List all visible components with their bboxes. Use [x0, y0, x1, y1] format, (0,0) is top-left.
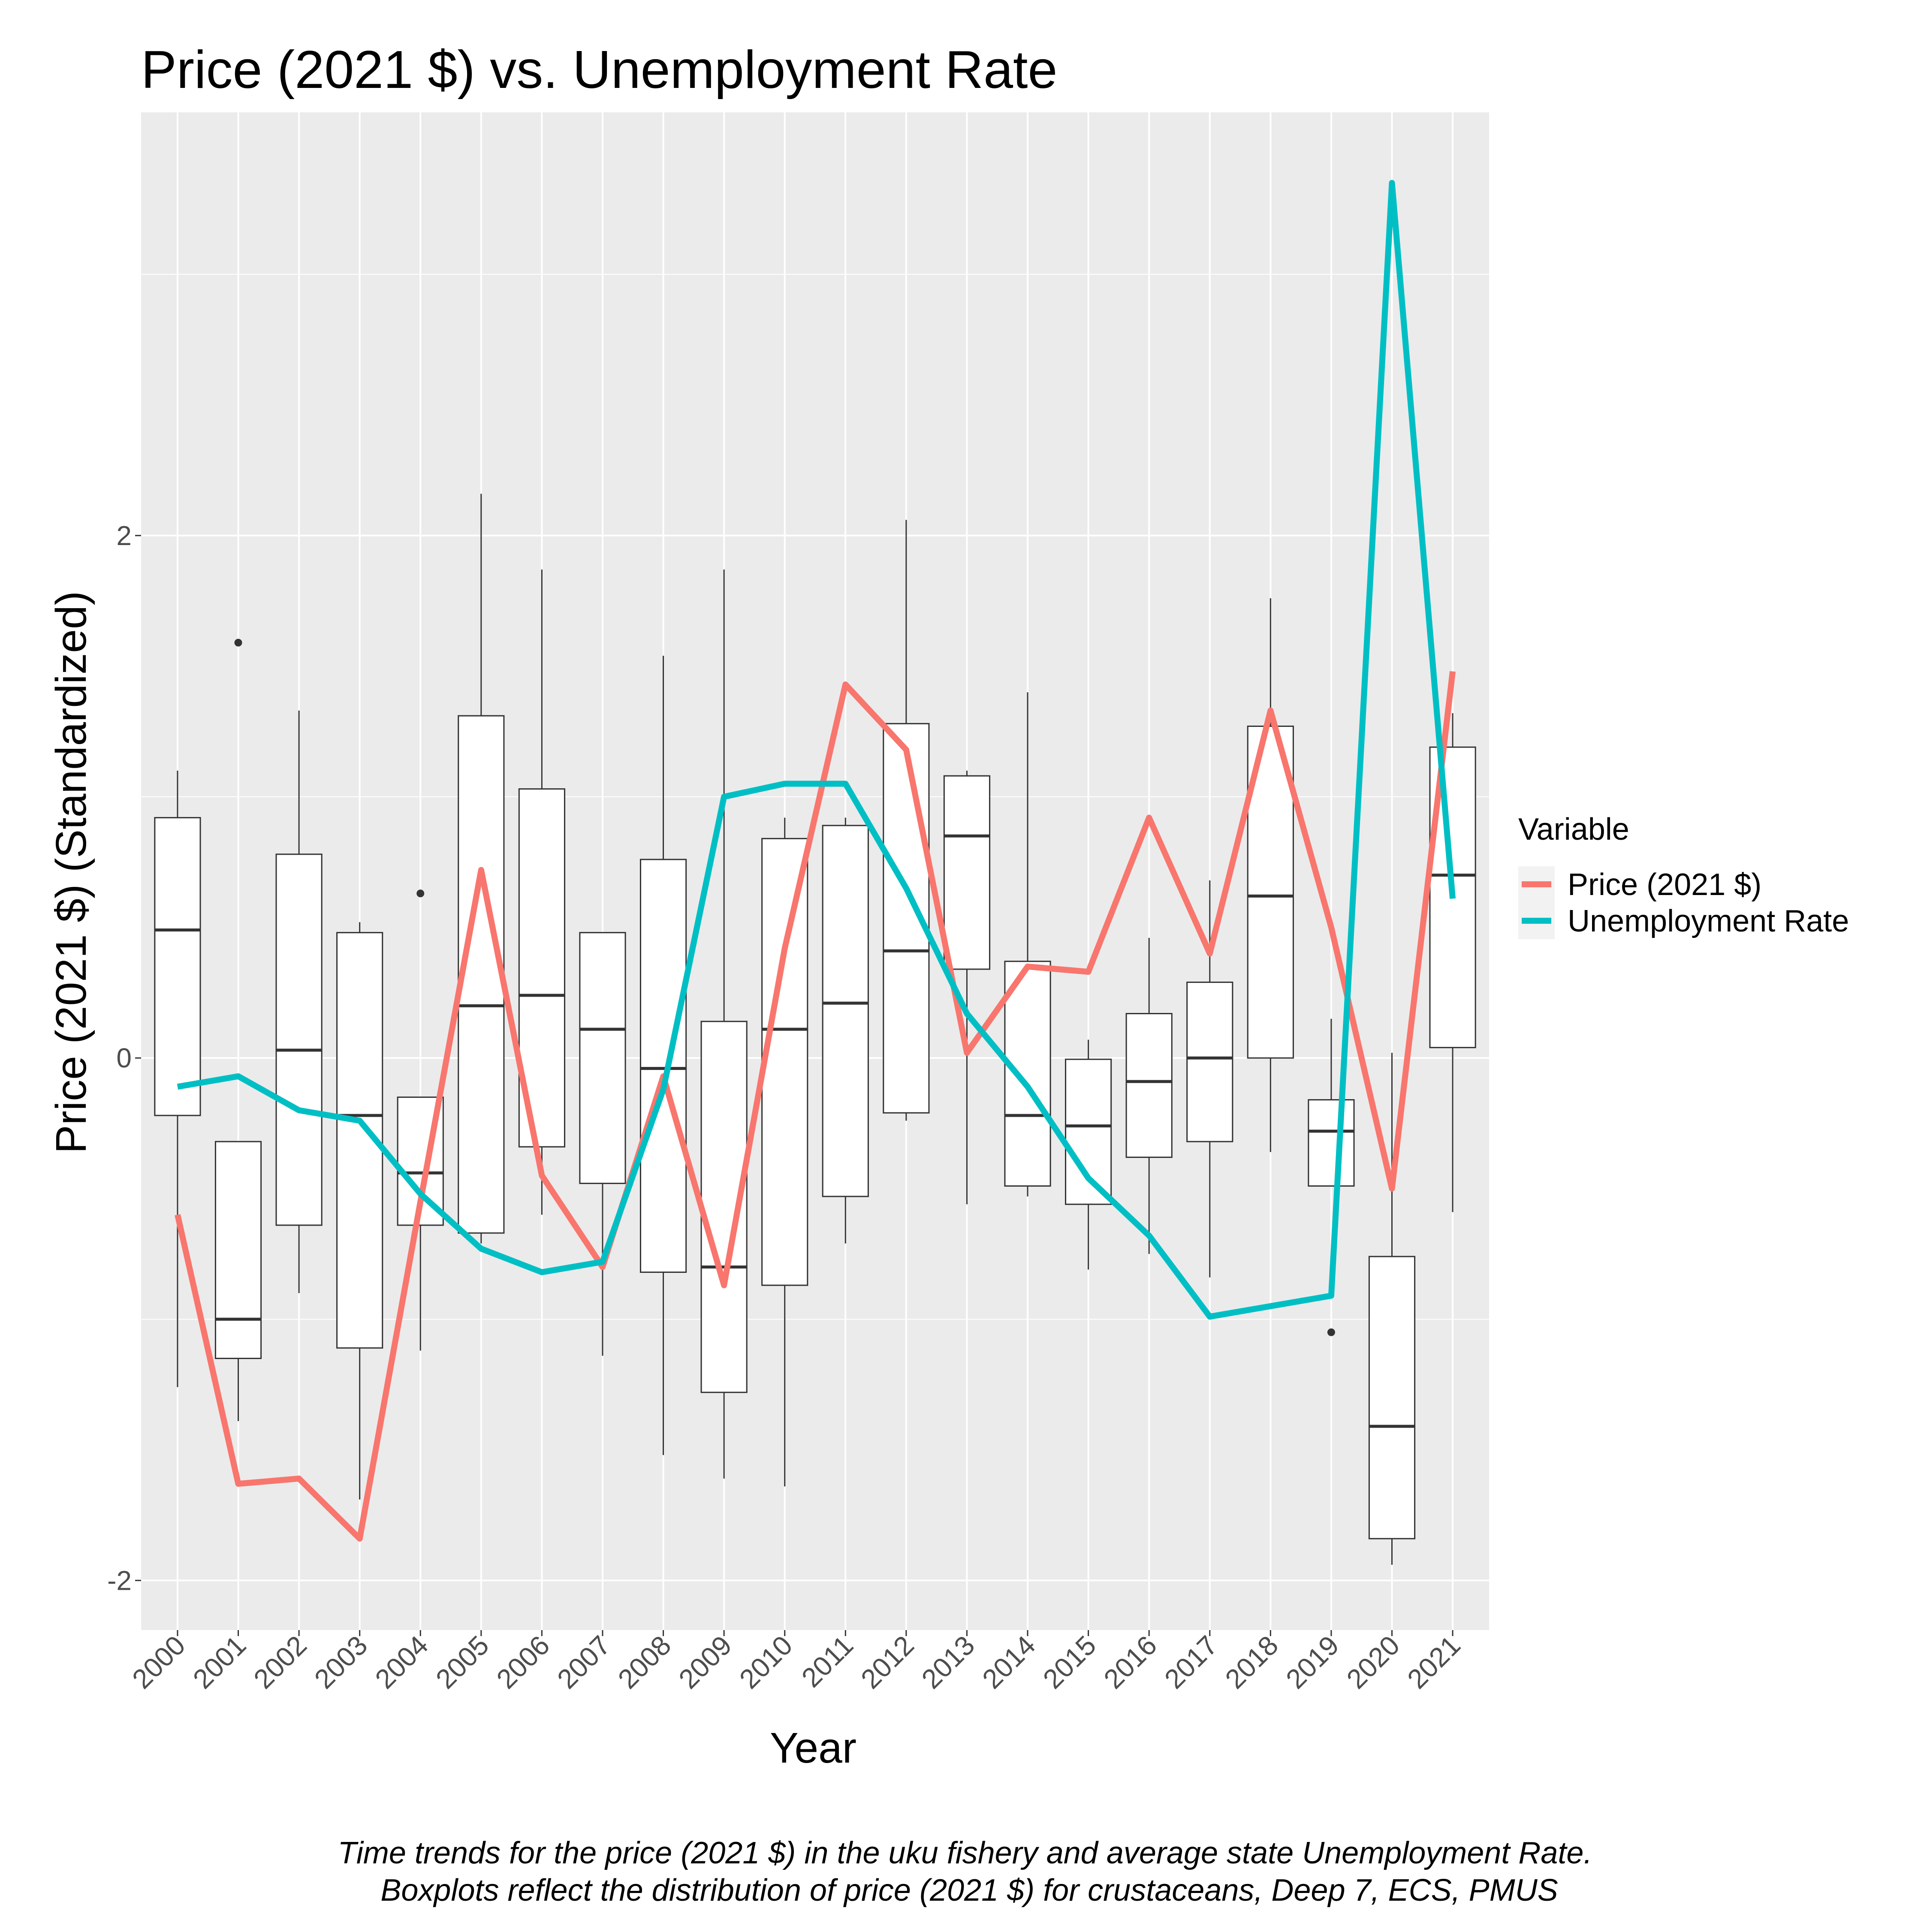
boxplot [214, 639, 262, 1421]
y-tick-label: 0 [116, 1043, 132, 1073]
box [154, 817, 201, 1116]
box [639, 859, 687, 1273]
boxplot [761, 817, 808, 1486]
boxplot [822, 817, 869, 1244]
line [175, 671, 1456, 1542]
boxplot [1004, 692, 1051, 1197]
box [1186, 981, 1233, 1142]
y-axis-title: Price (2021 $) (Standardized) [47, 591, 95, 1154]
boxplot [1368, 1052, 1416, 1565]
outlier [416, 889, 425, 898]
box [1368, 1256, 1416, 1540]
box [579, 932, 626, 1184]
boxplot [943, 770, 991, 1205]
boxplot [1186, 880, 1233, 1278]
chart-title: Price (2021 $) vs. Unemployment Rate [141, 40, 1057, 99]
boxplot [1125, 937, 1173, 1254]
box [275, 853, 323, 1226]
box [1308, 1099, 1355, 1187]
y-tick-label: -2 [107, 1565, 132, 1596]
boxplot [154, 770, 201, 1387]
box [1125, 1013, 1173, 1158]
box [822, 825, 869, 1197]
caption: Time trends for the price (2021 $) in th… [338, 1836, 1592, 1870]
boxplot [1308, 1019, 1355, 1336]
y-tick-label: 2 [116, 520, 132, 551]
line [177, 180, 1456, 1320]
box [1004, 961, 1051, 1187]
box [458, 715, 505, 1234]
legend-label: Unemployment Rate [1568, 904, 1849, 938]
box [1065, 1058, 1112, 1205]
boxplot [639, 655, 687, 1455]
box [943, 775, 991, 970]
boxplot [458, 494, 505, 1244]
boxplot [275, 710, 323, 1293]
legend-label: Price (2021 $) [1568, 868, 1761, 902]
caption: Boxplots reflect the distribution of pri… [372, 1873, 1558, 1908]
legend-title: Variable [1518, 812, 1629, 847]
box [214, 1141, 262, 1359]
x-axis-title: Year [770, 1724, 856, 1772]
outlier [234, 639, 242, 647]
box [761, 838, 808, 1286]
boxplot [579, 932, 626, 1356]
outlier [1327, 1328, 1335, 1336]
